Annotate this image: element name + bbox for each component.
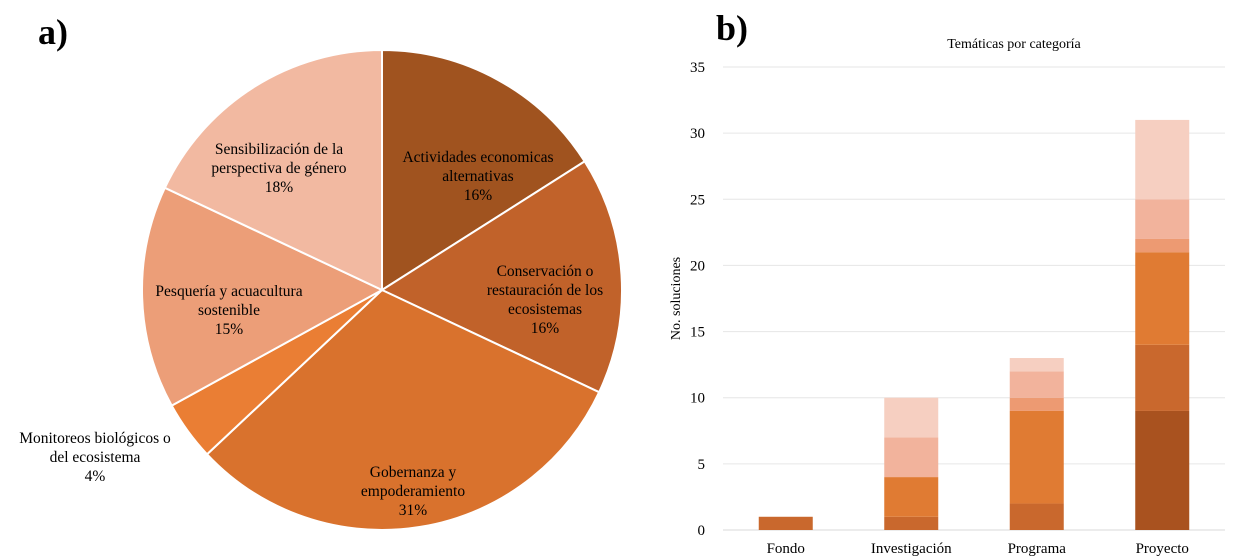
y-tick-label: 35	[690, 60, 705, 76]
panel-label-a: a)	[38, 12, 68, 52]
y-tick-label: 20	[690, 258, 705, 274]
pie-slice-label: Monitoreos biológicos o del ecosistema 4%	[19, 430, 171, 485]
bar-segment	[1009, 358, 1064, 372]
pie-slice-label: Gobernanza y empoderamiento 31%	[361, 464, 465, 519]
pie-slice	[163, 48, 383, 292]
y-tick-label: 10	[690, 391, 705, 407]
y-tick-label: 5	[698, 457, 706, 473]
bar-segment	[1135, 199, 1190, 239]
stacked-bar-chart: Temáticas por categoría 0 5 10 15 20 25 30 35 No.…	[669, 37, 1225, 557]
pie-slice	[205, 288, 601, 531]
bar-segment	[1135, 238, 1190, 253]
y-tick-label: 30	[690, 126, 705, 142]
pie-slice	[381, 48, 587, 292]
x-tick-label: Programa	[1008, 541, 1067, 557]
bar-segment	[1135, 252, 1190, 345]
bar-segment	[1009, 371, 1064, 398]
x-tick-label: Investigación	[871, 541, 952, 557]
panel-label-b: b)	[716, 8, 749, 48]
x-tick-label: Proyecto	[1136, 541, 1189, 557]
bar-segment	[884, 516, 939, 530]
bar-segment	[1135, 410, 1190, 530]
bar-segment	[1009, 503, 1064, 530]
y-axis-label: No. soluciones	[669, 257, 684, 340]
chart-title: Temáticas por categoría	[947, 37, 1081, 52]
x-tick-label: Fondo	[767, 541, 805, 557]
pie-slice-label: Pesquería y acuacultura sostenible 15%	[155, 283, 302, 338]
pie-slice-label: Sensibilización de la perspectiva de géne…	[211, 141, 346, 196]
bar-segment	[1135, 344, 1190, 411]
pie-slice-label: Actividades economicas alternativas 16%	[402, 149, 553, 204]
bar-segment	[1009, 397, 1064, 411]
bar-segment	[884, 477, 939, 517]
y-tick-label: 0	[698, 523, 706, 539]
bar-segment	[884, 437, 939, 478]
bar-segment	[1009, 410, 1064, 504]
bar-segment	[884, 397, 939, 438]
y-tick-label: 15	[690, 325, 705, 341]
bar-segment	[758, 516, 813, 530]
pie-slice	[379, 160, 623, 394]
pie-slice-label: Conservación o restauración de los ecosist…	[487, 263, 603, 337]
bar-segment	[1135, 119, 1190, 200]
pie-chart: Actividades economicas alternativas 16% Con…	[19, 48, 623, 531]
y-tick-label: 25	[690, 192, 705, 208]
pie-slice	[141, 186, 385, 407]
